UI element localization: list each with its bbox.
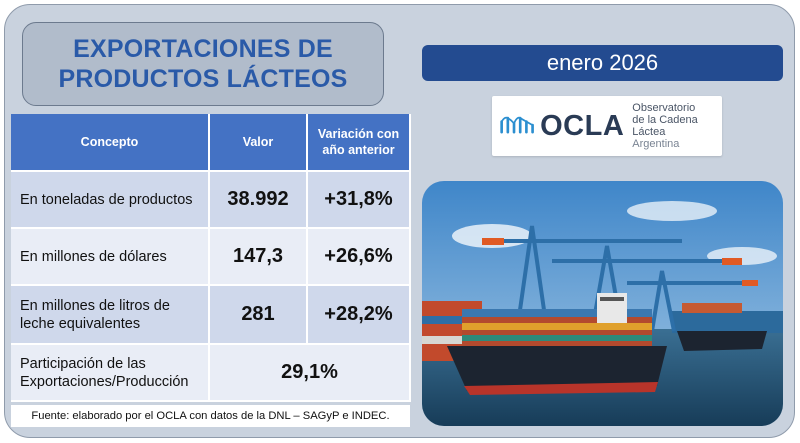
title-box: EXPORTACIONES DE PRODUCTOS LÁCTEOS <box>22 22 384 106</box>
milk-wave-icon <box>500 116 534 134</box>
logo-line-1: Observatorio <box>632 102 696 114</box>
row-value: 147,3 <box>209 228 308 286</box>
logo-line-3: Argentina <box>632 138 680 150</box>
table-row: En toneladas de productos 38.992 +31,8% <box>11 171 411 229</box>
row-concept: En millones de litros de leche equivalen… <box>11 285 210 345</box>
row-concept: En toneladas de productos <box>11 171 210 229</box>
header-valor: Valor <box>209 114 308 172</box>
port-ship-photo <box>422 181 783 426</box>
exports-table: Concepto Valor Variación con año anterio… <box>11 114 411 402</box>
row-value: 29,1% <box>209 344 411 402</box>
row-change: +31,8% <box>307 171 411 229</box>
table-row: En millones de litros de leche equivalen… <box>11 285 411 345</box>
logo-subtitle: Observatorio de la Cadena Láctea Argenti… <box>632 102 722 150</box>
row-concept: Participación de las Exportaciones/Produ… <box>11 344 210 402</box>
source-note: Fuente: elaborado por el OCLA con datos … <box>11 405 410 427</box>
row-change: +26,6% <box>307 228 411 286</box>
row-value: 281 <box>209 285 308 345</box>
row-value: 38.992 <box>209 171 308 229</box>
header-concepto: Concepto <box>11 114 210 172</box>
row-change: +28,2% <box>307 285 411 345</box>
table-header-row: Concepto Valor Variación con año anterio… <box>11 114 411 172</box>
date-banner: enero 2026 <box>422 45 783 81</box>
logo-wordmark: OCLA <box>540 109 625 142</box>
logo-line-2: de la Cadena Láctea <box>632 114 698 138</box>
ocla-logo: OCLA Observatorio de la Cadena Láctea Ar… <box>492 96 722 156</box>
row-concept: En millones de dólares <box>11 228 210 286</box>
header-variacion: Variación con año anterior <box>307 114 411 172</box>
table-row: En millones de dólares 147,3 +26,6% <box>11 228 411 286</box>
table-row: Participación de las Exportaciones/Produ… <box>11 344 411 402</box>
page-title: EXPORTACIONES DE PRODUCTOS LÁCTEOS <box>58 35 348 93</box>
container-ship-image <box>422 181 783 426</box>
